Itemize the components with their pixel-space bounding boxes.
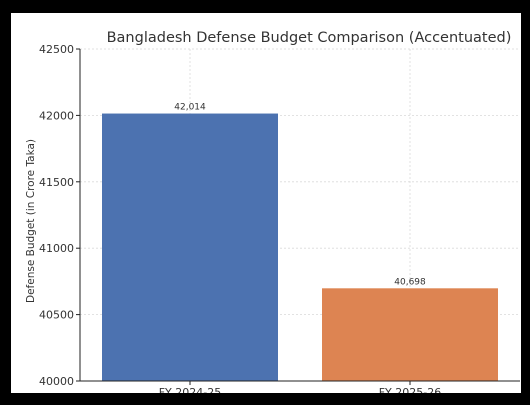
y-tick-label: 40000 — [39, 375, 74, 388]
bar — [102, 113, 278, 381]
y-tick-label: 42500 — [39, 43, 74, 56]
x-tick-label: FY 2025-26 — [379, 386, 442, 393]
bar-chart: Bangladesh Defense Budget Comparison (Ac… — [25, 30, 520, 393]
bar — [322, 288, 498, 381]
x-axis-ticks: FY 2024-25 FY 2025-26 — [159, 381, 442, 393]
y-axis-ticks: 40000 40500 41000 41500 42000 42500 — [39, 43, 80, 388]
bar-data-label: 40,698 — [394, 277, 426, 287]
y-tick-label: 40500 — [39, 309, 74, 322]
y-tick-label: 42000 — [39, 109, 74, 122]
y-tick-label: 41500 — [39, 176, 74, 189]
chart-frame: Bangladesh Defense Budget Comparison (Ac… — [11, 13, 521, 393]
bars — [102, 113, 498, 381]
y-axis-label: Defense Budget (in Crore Taka) — [25, 139, 37, 303]
data-labels: 42,014 40,698 — [174, 103, 426, 288]
chart-title: Bangladesh Defense Budget Comparison (Ac… — [107, 30, 512, 46]
bar-data-label: 42,014 — [174, 103, 206, 113]
x-tick-label: FY 2024-25 — [159, 386, 222, 393]
y-tick-label: 41000 — [39, 242, 74, 255]
